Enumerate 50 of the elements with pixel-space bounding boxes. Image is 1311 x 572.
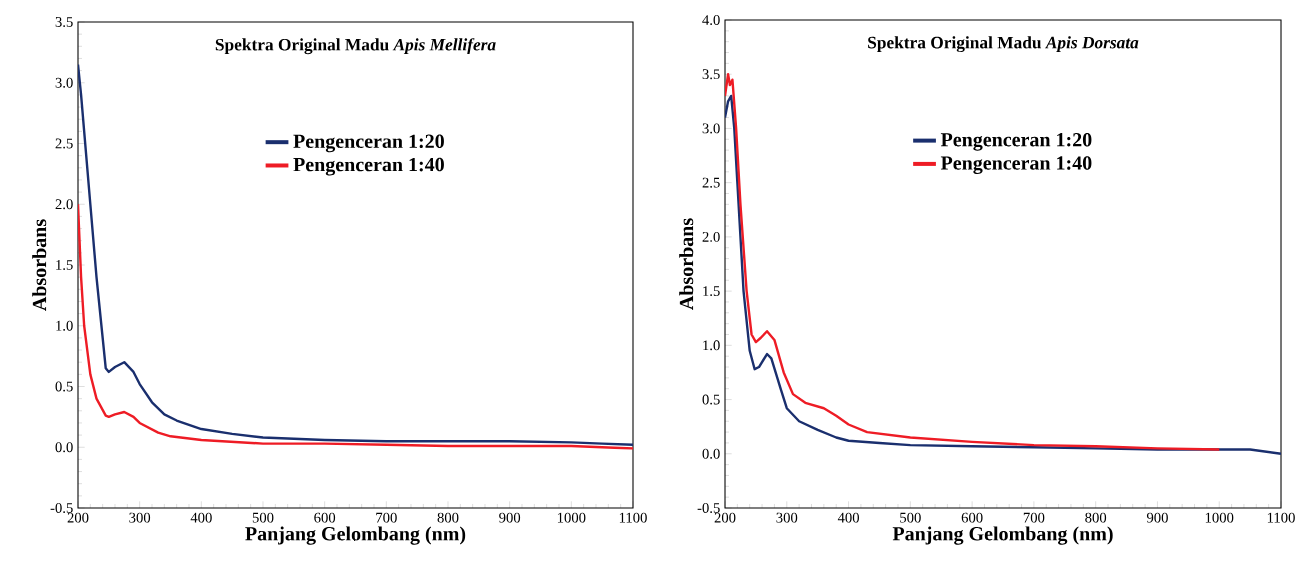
x-tick-label: 700 — [1023, 512, 1045, 523]
y-tick-label: 3.0 — [55, 77, 73, 88]
y-tick-label: 0.5 — [55, 381, 73, 392]
y-tick-label: 2.0 — [702, 231, 720, 242]
x-tick-label: 300 — [129, 512, 151, 523]
y-tick-label: 1.0 — [703, 340, 720, 351]
legend-label: Pengenceran 1:20 — [940, 132, 1092, 151]
x-tick-label: 800 — [437, 512, 459, 523]
y-tick-label: 2.5 — [55, 138, 73, 149]
y-tick-label: 0.5 — [702, 394, 720, 405]
legend-label: Pengenceran 1:40 — [293, 157, 444, 176]
y-tick-label: 3.5 — [702, 69, 720, 80]
legend-label: Pengenceran 1:40 — [940, 156, 1092, 174]
y-axis-title: Absorbans — [679, 218, 694, 310]
y-tick-label: 2.5 — [702, 177, 720, 188]
y-tick-label: -0.5 — [697, 503, 720, 513]
text: Spektra Original Madu Apis Dorsata — [868, 36, 1139, 53]
y-tick-label: 2.0 — [55, 199, 73, 210]
x-tick-label: 1100 — [619, 512, 647, 523]
x-tick-label: 800 — [1085, 512, 1107, 523]
x-tick-label: 600 — [314, 512, 336, 523]
y-tick-label: 1.0 — [56, 320, 73, 331]
x-tick-label: 200 — [67, 512, 89, 523]
y-tick-label: 0.0 — [702, 448, 720, 459]
x-tick-label: 300 — [776, 512, 798, 523]
y-tick-label: 1.5 — [703, 286, 720, 297]
x-tick-label: 500 — [252, 512, 274, 523]
legend-label: Pengenceran 1:20 — [293, 134, 444, 153]
y-tick-label: 3.0 — [702, 123, 720, 134]
y-tick-label: 0.0 — [55, 442, 73, 453]
x-tick-label: 900 — [499, 512, 521, 523]
x-axis-title: Panjang Gelombang (nm) — [245, 526, 466, 545]
line-series — [725, 73, 1221, 451]
y-tick-label: 1.5 — [56, 260, 73, 270]
y-axis-title: Absorbans — [32, 219, 47, 311]
x-tick-label: 400 — [190, 512, 212, 523]
x-tick-label: 1100 — [1267, 512, 1295, 523]
x-tick-label: 500 — [900, 512, 921, 523]
x-tick-label: 400 — [837, 512, 859, 523]
x-tick-label: 1000 — [557, 512, 586, 523]
y-tick-label: -0.5 — [50, 503, 73, 513]
y-tick-label: 3.5 — [55, 17, 73, 27]
x-tick-label: 1000 — [1205, 512, 1234, 523]
y-tick-label: 4.0 — [702, 15, 720, 25]
x-tick-label: 200 — [714, 512, 736, 523]
x-tick-label: 700 — [376, 512, 397, 523]
text: Spektra Original Madu Apis Mellifera — [215, 38, 496, 55]
x-tick-label: 600 — [961, 512, 983, 523]
x-tick-label: 900 — [1146, 512, 1168, 523]
x-axis-title: Panjang Gelombang (nm) — [892, 526, 1113, 545]
